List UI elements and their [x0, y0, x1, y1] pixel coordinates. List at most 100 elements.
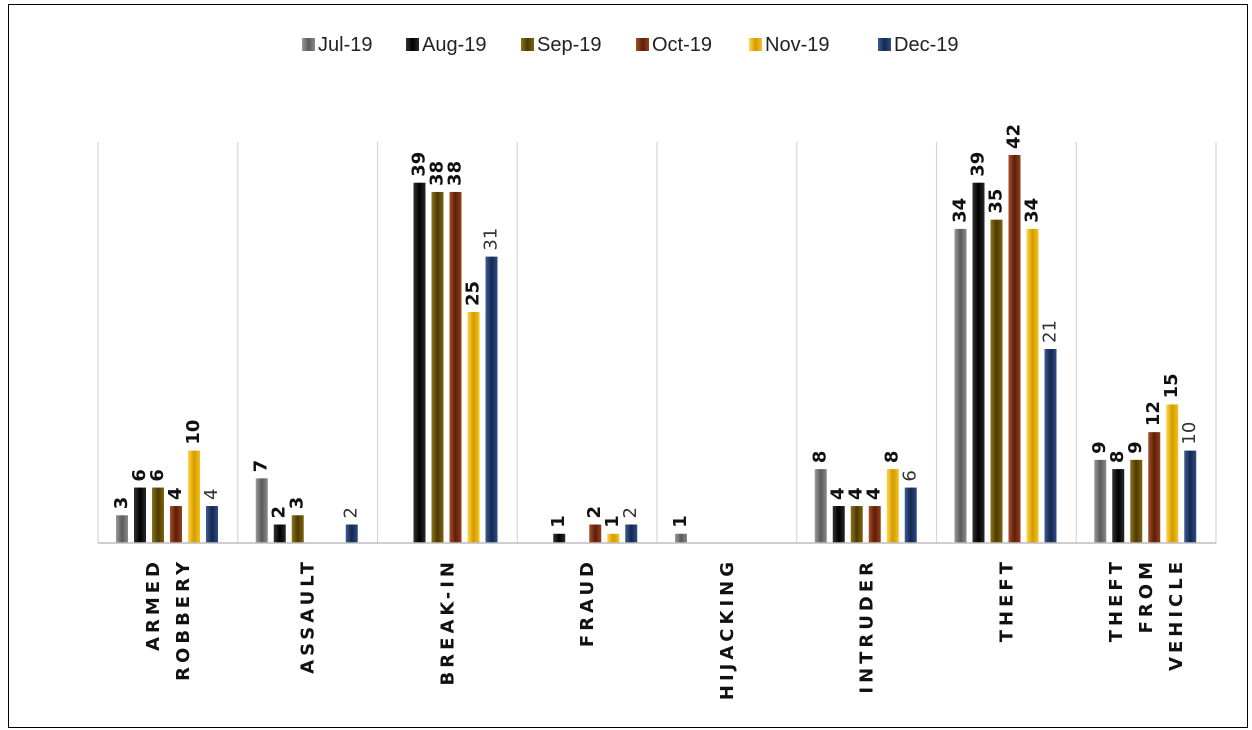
bar-theft-from-vehicle-sep-19	[1130, 459, 1143, 543]
category-label-intruder-line-1: INTRUDER	[857, 558, 878, 694]
legend-swatch-oct-19	[636, 38, 649, 51]
category-separators	[97, 142, 1217, 543]
data-label-fraud-dec-19: 2	[620, 507, 641, 518]
legend-label-sep-19: Sep-19	[537, 34, 602, 56]
bar-theft-from-vehicle-nov-19	[1166, 404, 1179, 543]
crime-bar-chart: Jul-19 Aug-19 Sep-19 Oct-19 Nov-19 Dec-19 366…	[97, 34, 1217, 700]
bar-break-in-dec-19	[485, 256, 498, 543]
data-label-intruder-oct-19: 4	[864, 488, 885, 501]
bar-fraud-aug-19	[553, 533, 566, 543]
data-label-theft-from-vehicle-oct-19: 12	[1143, 401, 1164, 426]
bar-theft-nov-19	[1026, 228, 1039, 543]
data-label-armed-robbery-oct-19: 4	[165, 488, 186, 501]
data-label-intruder-sep-19: 4	[846, 488, 867, 501]
legend-swatch-nov-19	[749, 38, 762, 51]
data-label-armed-robbery-dec-19: 4	[201, 489, 222, 500]
data-label-theft-from-vehicle-sep-19: 9	[1125, 441, 1146, 454]
bar-theft-sep-19	[990, 219, 1003, 543]
category-label-theft-from-vehicle-line-1: THEFT	[1106, 558, 1127, 642]
bar-theft-jul-19	[954, 228, 967, 543]
bar-break-in-nov-19	[467, 312, 480, 543]
bar-armed-robbery-jul-19	[116, 515, 128, 543]
legend-swatch-sep-19	[521, 38, 534, 51]
legend-label-aug-19: Aug-19	[422, 34, 487, 56]
data-label-assault-sep-19: 3	[287, 497, 308, 510]
bar-intruder-oct-19	[868, 506, 881, 543]
bar-theft-from-vehicle-jul-19	[1094, 459, 1107, 543]
category-label-armed-robbery-line-1: ARMED	[143, 558, 164, 651]
bars-group	[116, 155, 1197, 543]
bar-assault-sep-19	[291, 515, 304, 543]
legend-label-jul-19: Jul-19	[318, 34, 372, 56]
data-label-break-in-sep-19: 38	[427, 161, 448, 186]
category-label-theft-from-vehicle-line-2: FROM	[1136, 558, 1157, 633]
data-label-intruder-dec-19: 6	[900, 470, 921, 481]
legend-swatch-jul-19	[302, 38, 315, 51]
data-label-intruder-nov-19: 8	[882, 451, 903, 464]
category-labels-group: ARMED ROBBERY ASSAULT BREAK-IN FRAUD HIJACKIN…	[143, 558, 1187, 700]
data-label-assault-aug-19: 2	[269, 506, 290, 519]
data-label-armed-robbery-aug-19: 6	[129, 469, 150, 482]
bar-armed-robbery-sep-19	[152, 487, 164, 543]
bar-intruder-sep-19	[850, 506, 863, 543]
data-label-break-in-dec-19: 31	[481, 228, 502, 251]
bar-assault-jul-19	[255, 478, 268, 543]
data-label-theft-from-vehicle-nov-19: 15	[1161, 373, 1182, 398]
data-label-fraud-aug-19: 1	[548, 515, 569, 528]
data-label-intruder-aug-19: 4	[828, 488, 849, 501]
bar-break-in-oct-19	[449, 191, 462, 543]
data-labels-group: 3664104723239383825311212184448634393542…	[111, 124, 1200, 528]
bar-break-in-aug-19	[413, 182, 426, 543]
category-label-theft-line-1: THEFT	[996, 558, 1017, 642]
legend-label-dec-19: Dec-19	[894, 34, 958, 56]
data-label-theft-from-vehicle-aug-19: 8	[1107, 451, 1128, 464]
legend-swatch-dec-19	[878, 38, 891, 51]
data-label-hijacking-jul-19: 1	[670, 515, 691, 528]
data-label-theft-oct-19: 42	[1004, 124, 1025, 149]
chart-legend: Jul-19 Aug-19 Sep-19 Oct-19 Nov-19 Dec-19	[302, 34, 958, 56]
data-label-armed-robbery-jul-19: 3	[111, 497, 132, 510]
bar-break-in-sep-19	[431, 191, 444, 543]
bar-theft-oct-19	[1008, 155, 1021, 543]
data-label-theft-aug-19: 39	[968, 152, 989, 177]
bar-fraud-nov-19	[607, 533, 620, 543]
data-label-assault-jul-19: 7	[251, 460, 272, 473]
bar-theft-dec-19	[1044, 349, 1057, 543]
category-label-assault-line-1: ASSAULT	[298, 558, 319, 674]
data-label-fraud-oct-19: 2	[584, 506, 605, 519]
data-label-break-in-aug-19: 39	[409, 152, 430, 177]
bar-armed-robbery-nov-19	[188, 450, 200, 543]
bar-theft-from-vehicle-aug-19	[1112, 469, 1125, 543]
bar-theft-aug-19	[972, 182, 985, 543]
category-label-armed-robbery-line-2: ROBBERY	[173, 558, 194, 681]
bar-armed-robbery-oct-19	[170, 506, 182, 543]
data-label-theft-jul-19: 34	[950, 198, 971, 223]
bar-intruder-dec-19	[904, 487, 917, 543]
bar-assault-dec-19	[345, 524, 358, 543]
data-label-armed-robbery-nov-19: 10	[183, 420, 204, 445]
legend-label-oct-19: Oct-19	[652, 34, 712, 56]
data-label-assault-dec-19: 2	[341, 507, 362, 518]
bar-armed-robbery-aug-19	[134, 487, 146, 543]
legend-swatch-aug-19	[406, 38, 419, 51]
category-label-break-in-line-1: BREAK-IN	[437, 558, 458, 685]
data-label-theft-nov-19: 34	[1022, 198, 1043, 223]
data-label-armed-robbery-sep-19: 6	[147, 469, 168, 482]
category-label-theft-from-vehicle-line-3: VEHICLE	[1166, 558, 1187, 671]
category-label-fraud-line-1: FRAUD	[577, 558, 598, 647]
data-label-theft-dec-19: 21	[1040, 320, 1061, 343]
data-label-break-in-oct-19: 38	[445, 161, 466, 186]
bar-fraud-oct-19	[589, 524, 602, 543]
bar-intruder-nov-19	[886, 469, 899, 543]
data-label-theft-sep-19: 35	[986, 189, 1007, 214]
legend-label-nov-19: Nov-19	[765, 34, 829, 56]
bar-fraud-dec-19	[625, 524, 638, 543]
bar-intruder-jul-19	[814, 469, 827, 543]
data-label-theft-from-vehicle-dec-19: 10	[1179, 422, 1200, 445]
bar-hijacking-jul-19	[675, 533, 687, 543]
bar-assault-aug-19	[273, 524, 286, 543]
bar-theft-from-vehicle-dec-19	[1184, 450, 1197, 543]
bar-armed-robbery-dec-19	[206, 506, 218, 543]
data-label-intruder-jul-19: 8	[810, 451, 831, 464]
